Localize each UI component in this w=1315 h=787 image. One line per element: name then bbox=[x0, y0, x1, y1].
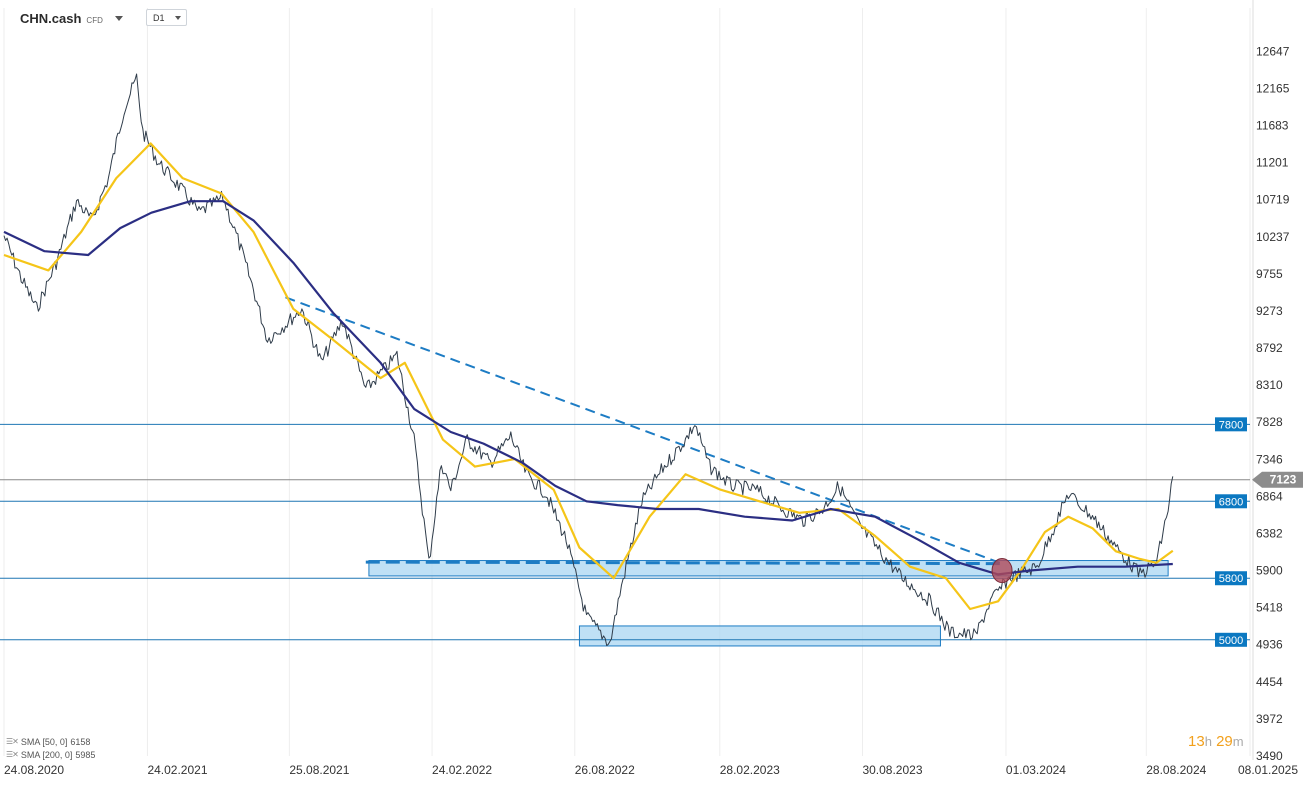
horizontal-levels bbox=[0, 423, 1250, 641]
legend-item-sma50[interactable]: ☰✕ SMA [50, 0] 6158 bbox=[6, 735, 95, 748]
level-label: 5000 bbox=[1219, 635, 1243, 647]
y-tick-label: 9273 bbox=[1256, 304, 1283, 318]
timer-hours-unit: h bbox=[1204, 734, 1212, 749]
x-tick-label: 24.08.2020 bbox=[4, 763, 64, 777]
series-sma50 bbox=[3, 142, 1174, 611]
symbol-name: CHN.cash bbox=[20, 11, 82, 26]
indicator-legend: ☰✕ SMA [50, 0] 6158 ☰✕ SMA [200, 0] 5985 bbox=[6, 735, 95, 761]
x-tick-label: 08.01.2025 bbox=[1238, 763, 1298, 777]
legend-value: 6158 bbox=[70, 736, 91, 747]
x-tick-label: 30.08.2023 bbox=[862, 763, 922, 777]
current-price-box bbox=[1252, 471, 1303, 488]
y-tick-label: 7346 bbox=[1256, 452, 1283, 466]
x-axis: 24.08.2020 24.02.2021 25.08.2021 24.02.2022… bbox=[4, 763, 1298, 777]
level-label: 7800 bbox=[1219, 419, 1243, 431]
y-tick-label: 8310 bbox=[1256, 378, 1283, 392]
support-zone bbox=[578, 625, 941, 647]
x-tick-label: 01.03.2024 bbox=[1006, 763, 1066, 777]
timer-minutes: 29 bbox=[1216, 733, 1233, 750]
breakout-marker bbox=[991, 558, 1013, 584]
series-price bbox=[3, 73, 1174, 646]
series-lines bbox=[3, 73, 1174, 646]
y-axis: 12647 12165 11683 11201 10719 10237 9755 9273 87… bbox=[1256, 44, 1290, 763]
y-tick-label: 6864 bbox=[1256, 489, 1283, 503]
y-tick-label: 6382 bbox=[1256, 526, 1283, 540]
level-label-box bbox=[1215, 494, 1247, 509]
grid-lines bbox=[3, 0, 1254, 760]
y-tick-label: 3972 bbox=[1256, 712, 1283, 726]
y-tick-label: 12165 bbox=[1256, 81, 1290, 95]
x-tick-label: 25.08.2021 bbox=[289, 763, 349, 777]
series-sma200 bbox=[3, 200, 1173, 576]
timeframe-value: D1 bbox=[153, 12, 165, 23]
legend-value: 5985 bbox=[75, 749, 96, 760]
level-labels: 7800 6800 5800 5000 7123 bbox=[1215, 417, 1303, 647]
x-tick-label: 26.08.2022 bbox=[575, 763, 635, 777]
legend-label: SMA [200, 0] bbox=[20, 749, 73, 760]
timeframe-select[interactable]: D1 bbox=[146, 9, 187, 26]
settings-icon[interactable]: ☰✕ bbox=[6, 737, 19, 746]
legend-item-sma200[interactable]: ☰✕ SMA [200, 0] 5985 bbox=[6, 748, 95, 761]
level-label: 6800 bbox=[1219, 496, 1243, 508]
symbol-selector[interactable]: CHN.cash CFD bbox=[20, 11, 123, 26]
y-tick-label: 9755 bbox=[1256, 267, 1283, 281]
support-zones bbox=[368, 560, 1169, 647]
level-label-box bbox=[1215, 632, 1247, 647]
y-tick-label: 8792 bbox=[1256, 341, 1283, 355]
settings-icon[interactable]: ☰✕ bbox=[6, 750, 19, 759]
y-tick-label: 3490 bbox=[1256, 749, 1283, 763]
symbol-suffix: CFD bbox=[86, 16, 103, 25]
markers bbox=[991, 558, 1013, 584]
trendlines bbox=[285, 296, 1003, 566]
y-tick-label: 4454 bbox=[1256, 675, 1283, 689]
current-price-label: 7123 bbox=[1270, 473, 1297, 487]
resistance-trendline bbox=[285, 296, 1003, 565]
legend-label: SMA [50, 0] bbox=[20, 736, 68, 747]
chevron-down-icon bbox=[114, 16, 123, 21]
y-tick-label: 11683 bbox=[1256, 119, 1289, 133]
timer-minutes-unit: m bbox=[1232, 734, 1244, 749]
x-tick-label: 28.02.2023 bbox=[720, 763, 780, 777]
support-dashed-line bbox=[365, 560, 1003, 566]
x-tick-label: 24.02.2021 bbox=[147, 763, 207, 777]
y-tick-label: 5900 bbox=[1256, 564, 1283, 578]
y-tick-label: 10719 bbox=[1256, 193, 1290, 207]
chevron-down-icon bbox=[175, 16, 181, 20]
timer-hours: 13 bbox=[1188, 733, 1205, 750]
level-label: 5800 bbox=[1219, 573, 1243, 585]
y-tick-label: 12647 bbox=[1256, 44, 1290, 58]
candle-countdown: 13h 29m bbox=[1188, 733, 1244, 750]
y-tick-label: 7828 bbox=[1256, 415, 1283, 429]
x-tick-label: 28.08.2024 bbox=[1146, 763, 1206, 777]
y-tick-label: 5418 bbox=[1256, 601, 1283, 615]
y-tick-label: 10237 bbox=[1256, 230, 1290, 244]
level-label-box bbox=[1215, 417, 1247, 432]
x-tick-label: 24.02.2022 bbox=[432, 763, 492, 777]
y-tick-label: 11201 bbox=[1256, 156, 1289, 170]
level-label-box bbox=[1215, 571, 1247, 586]
y-tick-label: 4936 bbox=[1256, 638, 1283, 652]
